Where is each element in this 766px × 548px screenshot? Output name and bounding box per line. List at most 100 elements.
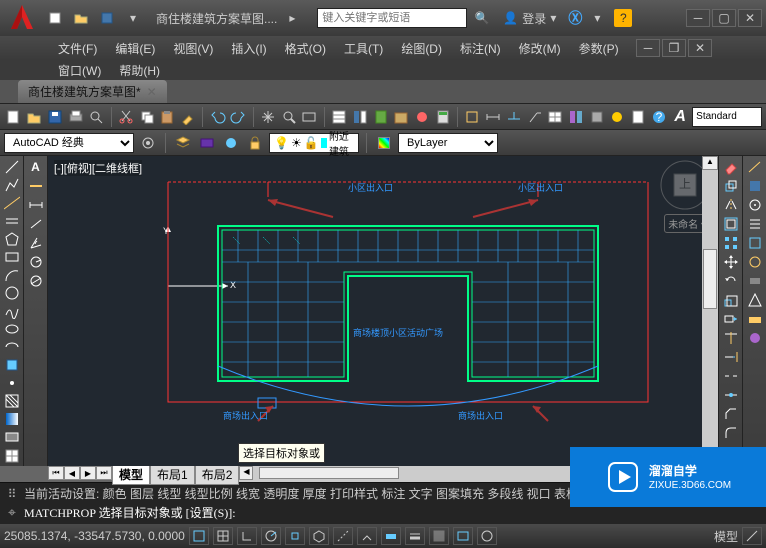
- ellipse-icon[interactable]: [2, 321, 22, 338]
- tab-prev-icon[interactable]: ◀: [64, 466, 80, 480]
- app-logo[interactable]: [4, 2, 40, 34]
- 3dosnap-icon[interactable]: [309, 527, 329, 545]
- redo-icon[interactable]: [229, 107, 248, 127]
- circle-icon[interactable]: [2, 284, 22, 301]
- break-icon[interactable]: [721, 367, 741, 385]
- erase-icon[interactable]: [721, 158, 741, 176]
- snap-icon[interactable]: [189, 527, 209, 545]
- exchange-dropdown[interactable]: ▾: [588, 9, 606, 27]
- login-dropdown-icon[interactable]: ▾: [550, 11, 556, 25]
- viewport-label[interactable]: [-][俯视][二维线框]: [54, 160, 142, 176]
- zoom-prev-icon[interactable]: [300, 107, 319, 127]
- doc-close-button[interactable]: ✕: [688, 39, 712, 57]
- linetype-combo[interactable]: ByLayer: [398, 133, 498, 153]
- dim-rad-icon[interactable]: [26, 253, 46, 271]
- dim-icon[interactable]: [484, 107, 503, 127]
- fillet-icon[interactable]: [721, 424, 741, 442]
- copy-obj-icon[interactable]: [721, 177, 741, 195]
- arc-icon[interactable]: [2, 266, 22, 283]
- help-icon[interactable]: ?: [614, 9, 632, 27]
- model-space-tab[interactable]: 模型: [112, 464, 150, 485]
- sheetset-icon[interactable]: [392, 107, 411, 127]
- spline-icon[interactable]: [2, 303, 22, 320]
- help2-icon[interactable]: ?: [649, 107, 668, 127]
- qp-icon[interactable]: [453, 527, 473, 545]
- extend-icon[interactable]: [721, 348, 741, 366]
- menu-param[interactable]: 参数(P): [575, 38, 623, 59]
- m6-icon[interactable]: [745, 329, 765, 347]
- xref-icon[interactable]: [587, 107, 606, 127]
- hatch-icon[interactable]: [2, 393, 22, 410]
- dim-dia-icon[interactable]: [26, 272, 46, 290]
- chamfer-icon[interactable]: [721, 405, 741, 423]
- array-icon[interactable]: [721, 234, 741, 252]
- region-icon[interactable]: [2, 429, 22, 446]
- search-icon[interactable]: 🔍: [473, 9, 491, 27]
- preview-icon[interactable]: [87, 107, 106, 127]
- line-icon[interactable]: [2, 158, 22, 175]
- dim-align-icon[interactable]: [26, 215, 46, 233]
- open-icon[interactable]: [25, 107, 44, 127]
- workspace-gear-icon[interactable]: [138, 133, 158, 153]
- textstyle-combo[interactable]: [692, 107, 762, 127]
- menu-dimension[interactable]: 标注(N): [456, 38, 505, 59]
- search-input[interactable]: [317, 8, 467, 28]
- matchprop-icon[interactable]: [179, 107, 198, 127]
- copy-icon[interactable]: [137, 107, 156, 127]
- mirror-icon[interactable]: [721, 196, 741, 214]
- ducs-icon[interactable]: [357, 527, 377, 545]
- dim-lin-icon[interactable]: [26, 196, 46, 214]
- dim2-icon[interactable]: [504, 107, 523, 127]
- rect-icon[interactable]: [2, 248, 22, 265]
- polar-icon[interactable]: [261, 527, 281, 545]
- xline-icon[interactable]: [2, 194, 22, 211]
- m5-icon[interactable]: [745, 310, 765, 328]
- table-icon[interactable]: [546, 107, 565, 127]
- clip-icon[interactable]: [26, 177, 46, 195]
- exchange-icon[interactable]: Ⓧ: [568, 8, 582, 28]
- ellipse-arc-icon[interactable]: [2, 339, 22, 356]
- area-icon[interactable]: [745, 177, 765, 195]
- osnap-icon[interactable]: [285, 527, 305, 545]
- point-icon[interactable]: [2, 375, 22, 392]
- tpy-icon[interactable]: [429, 527, 449, 545]
- doc-restore-button[interactable]: ❐: [662, 39, 686, 57]
- new-icon[interactable]: [4, 107, 23, 127]
- dim-ang-icon[interactable]: [26, 234, 46, 252]
- toolpalette-icon[interactable]: [371, 107, 390, 127]
- doc-minimize-button[interactable]: ─: [636, 39, 660, 57]
- scale-icon[interactable]: [721, 291, 741, 309]
- layout1-tab[interactable]: 布局1: [150, 464, 195, 485]
- ann-scale-icon[interactable]: [742, 527, 762, 545]
- m4-icon[interactable]: [745, 291, 765, 309]
- rotate-icon[interactable]: [721, 272, 741, 290]
- maximize-button[interactable]: ▢: [712, 9, 736, 27]
- close-button[interactable]: ✕: [738, 9, 762, 27]
- menu-insert[interactable]: 插入(I): [227, 38, 270, 59]
- tab-last-icon[interactable]: ⏭: [96, 466, 112, 480]
- login-button[interactable]: 👤 登录 ▾: [503, 10, 556, 27]
- layerlock-icon[interactable]: [245, 133, 265, 153]
- menu-draw[interactable]: 绘图(D): [397, 38, 446, 59]
- menu-edit[interactable]: 编辑(E): [111, 38, 159, 59]
- sc-icon[interactable]: [477, 527, 497, 545]
- mtext-icon[interactable]: A: [26, 158, 46, 176]
- mline-icon[interactable]: [2, 212, 22, 229]
- qat-save-icon[interactable]: [98, 9, 116, 27]
- menu-file[interactable]: 文件(F): [54, 38, 101, 59]
- vertical-scrollbar[interactable]: ▲ ▼: [702, 156, 718, 466]
- file-tab-close-icon[interactable]: ✕: [147, 85, 157, 99]
- trim-icon[interactable]: [721, 329, 741, 347]
- menu-window[interactable]: 窗口(W): [54, 60, 105, 81]
- plot-icon[interactable]: [66, 107, 85, 127]
- lwt-icon[interactable]: [405, 527, 425, 545]
- menu-help[interactable]: 帮助(H): [115, 60, 164, 81]
- onlinedoc-icon[interactable]: [629, 107, 648, 127]
- join-icon[interactable]: [721, 386, 741, 404]
- otrack-icon[interactable]: [333, 527, 353, 545]
- drawing-canvas[interactable]: [-][俯视][二维线框] X Y 上 未命名 ▾: [48, 156, 718, 466]
- stretch-icon[interactable]: [721, 310, 741, 328]
- m1-icon[interactable]: [745, 234, 765, 252]
- model-label[interactable]: 模型: [714, 528, 738, 545]
- table-icon[interactable]: [2, 447, 22, 464]
